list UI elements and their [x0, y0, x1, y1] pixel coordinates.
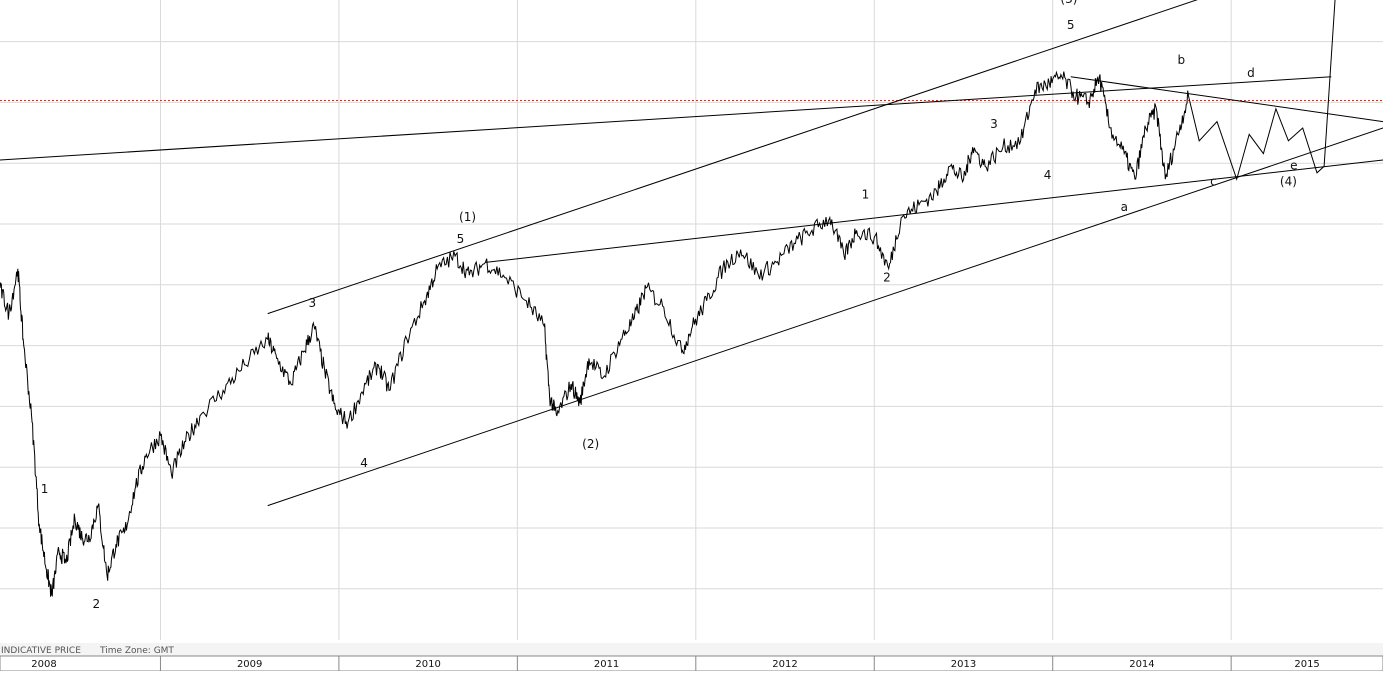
wave-label: 5 [457, 232, 465, 246]
timezone-label: Time Zone: GMT [99, 646, 174, 656]
wave-label: 2 [93, 597, 101, 611]
wave-label: 4 [360, 456, 368, 470]
trendline [267, 0, 1198, 315]
trendlines [0, 0, 1383, 507]
x-tick-label: 2012 [772, 659, 797, 670]
wave-label: e [1290, 159, 1297, 173]
wave-label: b [1178, 53, 1186, 67]
x-tick-label: 2009 [237, 659, 262, 670]
trendline [1070, 76, 1383, 123]
x-tick-label: 2011 [594, 659, 619, 670]
price-series-line [0, 70, 1189, 597]
x-tick-label: 2008 [31, 659, 56, 670]
x-axis: 2008 2009 2010 2011 2012 2013 2014 2015 [0, 655, 1383, 672]
trendline [0, 76, 1332, 161]
wave-label: 5 [1067, 18, 1075, 32]
wave-label: 2 [883, 271, 891, 285]
wave-label: c [1210, 175, 1217, 189]
footer-bar: INDICATIVE PRICE Time Zone: GMT [0, 643, 1383, 656]
wave-label: (1) [459, 210, 476, 224]
wave-label: 1 [862, 187, 870, 201]
x-tick-label: 2010 [415, 659, 440, 670]
x-tick-label: 2013 [951, 659, 976, 670]
projection-line [1188, 0, 1336, 181]
x-tick-label: 2014 [1129, 659, 1154, 670]
wave-label: 3 [308, 296, 316, 310]
trendline [485, 159, 1383, 263]
wave-label: (3) [1060, 0, 1077, 6]
x-tick-label: 2015 [1294, 659, 1319, 670]
wave-label: 1 [41, 482, 49, 496]
wave-label: d [1247, 66, 1255, 80]
wave-label: (2) [582, 437, 599, 451]
trendline [267, 127, 1383, 507]
wave-label: (4) [1280, 175, 1297, 189]
price-type-label: INDICATIVE PRICE [1, 646, 81, 656]
wave-label: 3 [990, 117, 998, 131]
wave-label: a [1121, 200, 1128, 214]
wave-label: 4 [1044, 168, 1052, 182]
